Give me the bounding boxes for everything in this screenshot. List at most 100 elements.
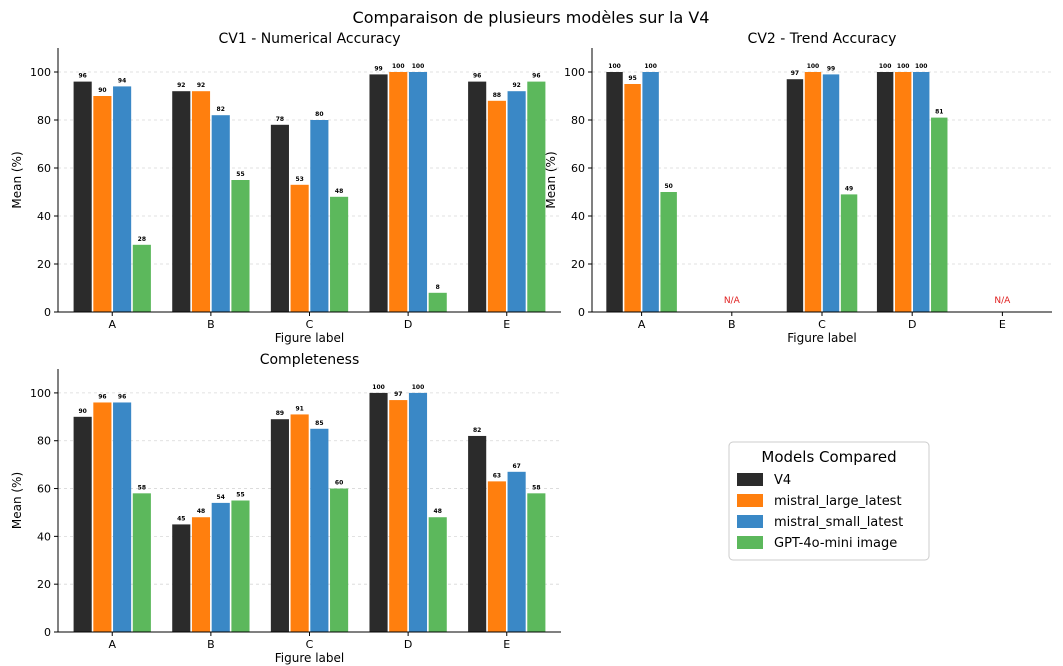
x-tick-label: E [999, 318, 1006, 331]
bar-value-label: 49 [845, 185, 853, 192]
bar [93, 96, 112, 312]
legend-swatch [737, 473, 763, 486]
bar [428, 517, 447, 632]
x-tick-label: A [108, 638, 116, 651]
bar [211, 115, 230, 312]
bar-value-label: 94 [118, 77, 126, 84]
bar-value-label: 82 [473, 427, 481, 434]
bar [468, 81, 487, 312]
x-tick-label: E [503, 318, 510, 331]
bar-value-label: 55 [236, 492, 244, 499]
x-tick-label: C [306, 318, 314, 331]
bar [231, 500, 250, 632]
x-tick-label: D [908, 318, 916, 331]
bar-value-label: 100 [915, 63, 928, 70]
bar [389, 400, 408, 632]
y-tick-label: 80 [571, 114, 585, 127]
y-tick-label: 100 [30, 387, 51, 400]
x-tick-label: A [108, 318, 116, 331]
y-axis-label: Mean (%) [10, 472, 24, 529]
bar [894, 72, 912, 312]
y-tick-label: 100 [30, 66, 51, 79]
bar-value-label: 90 [98, 87, 106, 94]
bar [191, 517, 211, 632]
y-tick-label: 60 [37, 483, 51, 496]
bar [310, 428, 329, 632]
y-tick-label: 0 [44, 626, 51, 639]
bar [876, 72, 894, 312]
legend-swatch [737, 494, 763, 507]
bar [330, 196, 349, 312]
x-axis-label: Figure label [787, 331, 856, 345]
bar [270, 124, 289, 312]
legend-title: Models Compared [761, 448, 896, 466]
x-axis-label: Figure label [275, 651, 344, 665]
bar [132, 244, 151, 312]
x-tick-label: A [638, 318, 646, 331]
bar-value-label: 97 [791, 70, 799, 77]
subplot-2: 0 20 40 60 80 100 100 97 100 95 100 100 100 99 100 50 49… [544, 31, 1052, 345]
bar [231, 180, 250, 312]
bar-value-label: 53 [295, 176, 303, 183]
bar-value-label: 99 [827, 65, 835, 72]
bar [290, 414, 309, 632]
bar-value-label: 28 [138, 236, 146, 243]
na-label: N/A [994, 296, 1011, 306]
bar [389, 72, 408, 312]
bar-value-label: 100 [608, 63, 621, 70]
legend: Models Compared V4 mistral_large_latestmis… [728, 441, 930, 561]
bar-value-label: 45 [177, 515, 185, 522]
legend-frame [728, 441, 930, 561]
bar [912, 72, 930, 312]
bar [624, 84, 641, 312]
bar [113, 402, 132, 632]
bar [931, 117, 948, 312]
bar [290, 184, 309, 312]
y-axis-label: Mean (%) [544, 151, 558, 208]
bar-value-label: 90 [78, 408, 86, 415]
bar [487, 481, 506, 632]
x-tick-label: C [306, 638, 314, 651]
bar-value-label: 95 [628, 75, 636, 82]
bar [642, 72, 659, 312]
x-tick-label: D [404, 318, 412, 331]
legend-swatch [737, 536, 763, 549]
bar [310, 120, 329, 312]
bar-value-label: 50 [664, 183, 672, 190]
bar [330, 488, 349, 632]
bar-value-label: 100 [879, 63, 892, 70]
bar [172, 524, 191, 632]
bar [468, 435, 487, 632]
bar-value-label: 8 [436, 284, 440, 291]
bar-value-label: 58 [532, 484, 540, 491]
bar [132, 493, 151, 632]
bar-value-label: 48 [335, 188, 343, 195]
bar-value-label: 100 [807, 63, 820, 70]
subplot-title: Completeness [260, 352, 360, 368]
y-tick-label: 0 [44, 306, 51, 319]
bar-value-label: 55 [236, 171, 244, 178]
y-tick-label: 100 [564, 66, 585, 79]
x-tick-label: B [207, 318, 215, 331]
bar-value-label: 85 [315, 420, 323, 427]
x-axis-label: Figure label [275, 331, 344, 345]
bar-value-label: 100 [644, 63, 657, 70]
bar-value-label: 48 [197, 508, 205, 515]
bar [804, 72, 822, 312]
bar-value-label: 58 [138, 484, 146, 491]
bar [660, 192, 677, 312]
y-tick-label: 0 [578, 306, 585, 319]
y-tick-label: 20 [571, 258, 585, 271]
subplot-title: CV2 - Trend Accuracy [748, 31, 897, 47]
bar [93, 402, 112, 632]
bar [172, 91, 191, 312]
bar-value-label: 63 [493, 472, 501, 479]
bar [428, 292, 447, 312]
bar [840, 194, 858, 312]
bar [606, 72, 623, 312]
bar-value-label: 100 [412, 384, 425, 391]
bar-value-label: 100 [897, 63, 910, 70]
bar [487, 100, 506, 312]
